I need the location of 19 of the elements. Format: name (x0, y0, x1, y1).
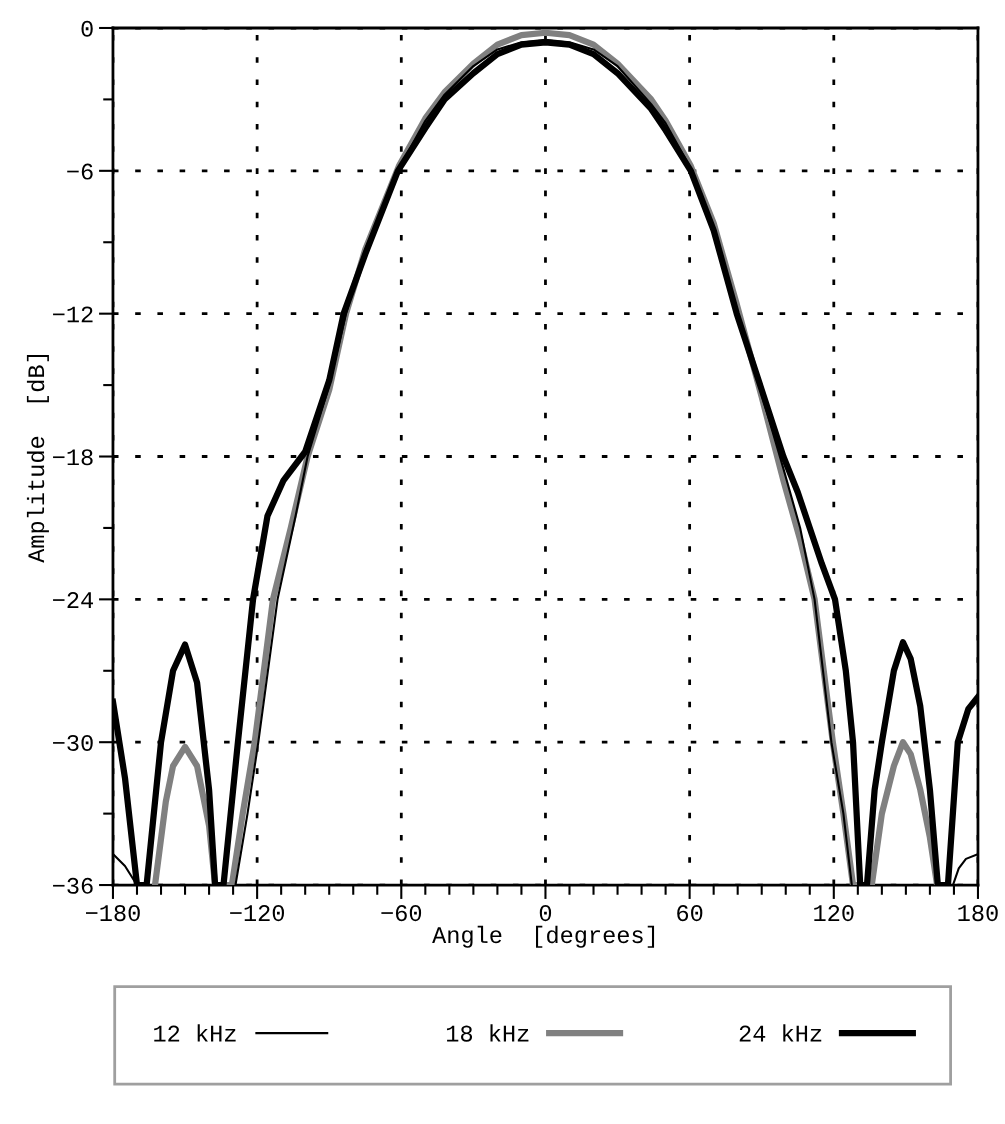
x-tick-label: −180 (85, 905, 140, 922)
x-tick-label: 120 (814, 905, 854, 922)
legend-label: 12 kHz (154, 1024, 236, 1042)
y-tick-label: −6 (67, 163, 93, 180)
y-tick-label: −24 (53, 592, 94, 608)
legend-label: 18 kHz (446, 1024, 529, 1042)
x-tick-label: 180 (958, 905, 998, 922)
x-tick-label: 60 (677, 905, 703, 922)
y-axis-title: Amplitude [dB] (26, 355, 49, 563)
x-axis-title: Angle [degrees] (432, 925, 655, 948)
x-tick-label: −60 (381, 905, 422, 922)
legend-label: 24 kHz (739, 1024, 822, 1042)
x-tick-label: 0 (539, 905, 552, 922)
y-tick-label: −12 (53, 306, 93, 323)
y-tick-label: −30 (53, 734, 93, 751)
y-tick-label: −18 (53, 449, 93, 466)
y-tick-label: −36 (53, 877, 93, 894)
x-tick-label: −120 (230, 905, 285, 922)
y-tick-label: 0 (81, 20, 93, 37)
